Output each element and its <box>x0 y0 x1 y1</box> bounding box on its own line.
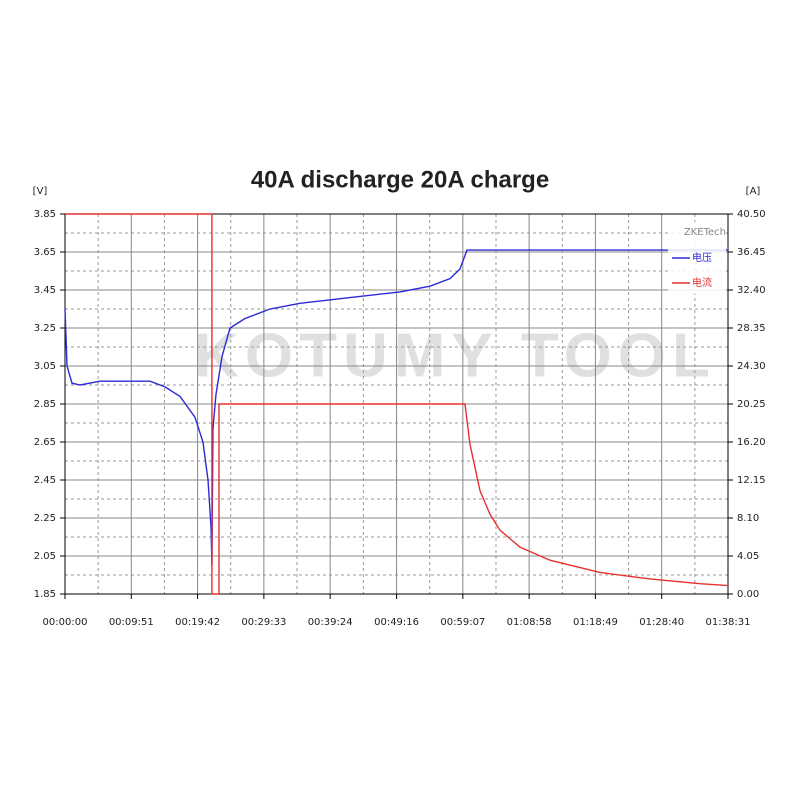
y-tick-label: 2.45 <box>34 475 56 486</box>
y-tick-label: 3.45 <box>34 285 56 296</box>
y2-tick-label: 40.50 <box>737 209 766 220</box>
y-tick-label: 1.85 <box>34 589 56 600</box>
legend-label: 电流 <box>692 276 712 289</box>
data-line <box>65 213 729 595</box>
y2-tick-label: 4.05 <box>737 551 759 562</box>
y2-tick-label: 32.40 <box>737 285 766 296</box>
y-tick-label: 2.05 <box>34 551 56 562</box>
y-tick-label: 2.65 <box>34 437 56 448</box>
x-tick-label: 00:49:16 <box>374 617 419 628</box>
x-tick-label: 00:29:33 <box>241 617 286 628</box>
data-line <box>64 249 728 566</box>
y2-tick-label: 12.15 <box>737 475 766 486</box>
chart-title: 40A discharge 20A charge <box>251 166 549 193</box>
y-tick-label: 3.85 <box>34 209 56 220</box>
y-tick-label: 3.25 <box>34 323 56 334</box>
y2-tick-label: 24.30 <box>737 361 766 372</box>
x-tick-label: 01:38:31 <box>706 617 751 628</box>
y2-tick-label: 8.10 <box>737 513 759 524</box>
x-tick-label: 00:59:07 <box>440 617 485 628</box>
y-tick-label: 3.05 <box>34 361 56 372</box>
x-tick-label: 00:09:51 <box>109 617 154 628</box>
plot-frame <box>64 213 729 595</box>
x-tick-label: 01:08:58 <box>507 617 552 628</box>
legend-label: 电压 <box>692 251 712 264</box>
y-tick-label: 3.65 <box>34 247 56 258</box>
y2-tick-label: 0.00 <box>737 589 759 600</box>
y2-tick-label: 20.25 <box>737 399 766 410</box>
x-tick-label: 00:19:42 <box>175 617 220 628</box>
x-tick-label: 01:28:40 <box>639 617 684 628</box>
y2-tick-label: 16.20 <box>737 437 766 448</box>
y-tick-label: 2.85 <box>34 399 56 410</box>
x-tick-label: 00:39:24 <box>308 617 353 628</box>
x-tick-label: 00:00:00 <box>43 617 88 628</box>
y2-tick-label: 36.45 <box>737 247 766 258</box>
x-tick-label: 01:18:49 <box>573 617 618 628</box>
watermark: KOTUMY TOOL <box>194 321 716 390</box>
y-tick-label: 2.25 <box>34 513 56 524</box>
brand-label: ZKETech <box>684 227 726 238</box>
y-axis-unit: [V] <box>33 186 48 197</box>
y2-axis-unit: [A] <box>746 186 761 197</box>
y2-tick-label: 28.35 <box>737 323 766 334</box>
